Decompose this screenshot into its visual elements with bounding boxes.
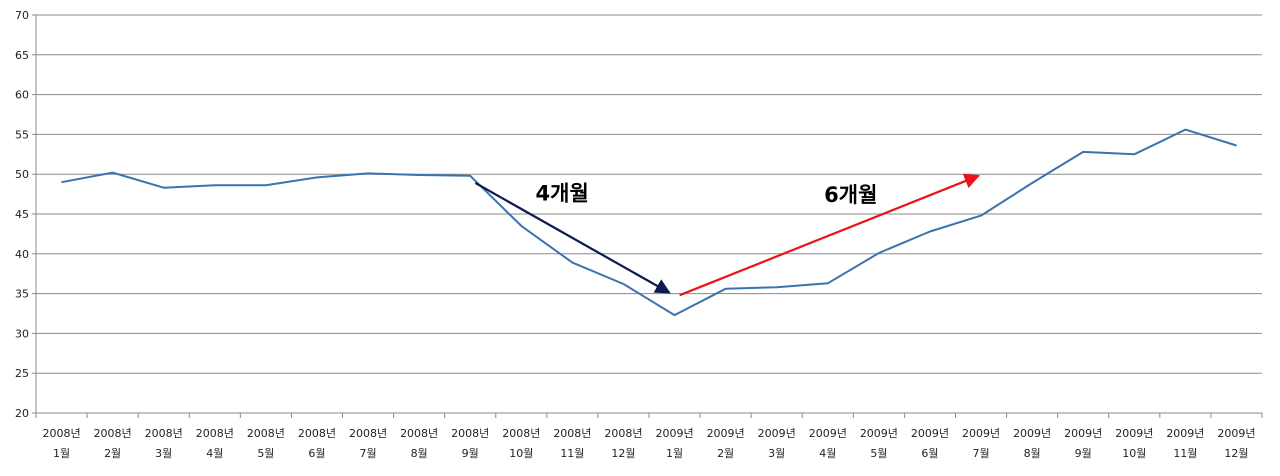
x-tick-label: 2008년 12월	[604, 427, 642, 460]
gridlines	[36, 14, 1262, 374]
x-tick-label: 2008년 7월	[349, 427, 387, 460]
x-tick-label: 2009년 7월	[962, 427, 1000, 460]
annotations: 4개월 6개월	[474, 173, 980, 297]
y-tick-labels: 20 25 30 35 40 45 50 55 60 65 70	[15, 9, 29, 420]
annotation-arrow	[474, 181, 671, 294]
y-tick-label: 35	[15, 288, 29, 301]
y-tick-label: 50	[15, 168, 29, 181]
y-tick-label: 60	[15, 89, 29, 102]
series	[61, 128, 1237, 317]
x-tick-label: 2009년 3월	[758, 427, 796, 460]
y-tick-label: 20	[15, 407, 29, 420]
x-tick-label: 2008년 4월	[196, 427, 234, 460]
x-tick-label: 2008년 9월	[451, 427, 489, 460]
x-tick-label: 2008년 3월	[145, 427, 183, 460]
x-tick-label: 2009년 2월	[707, 427, 745, 460]
x-tick-label: 2009년 5월	[860, 427, 898, 460]
annotation-label: 6개월	[824, 183, 877, 207]
y-tick-label: 55	[15, 128, 29, 141]
x-tick-label: 2008년 10월	[502, 427, 540, 460]
x-tick-label: 2009년 4월	[809, 427, 847, 460]
axes	[32, 14, 1263, 418]
y-tick-label: 25	[15, 367, 29, 380]
x-tick-label: 2009년 12월	[1217, 427, 1255, 460]
y-tick-label: 70	[15, 9, 29, 22]
x-tick-label: 2008년 1월	[42, 427, 80, 460]
x-tick-label: 2008년 8월	[400, 427, 438, 460]
annotation-arrow	[679, 173, 980, 297]
y-tick-label: 65	[15, 49, 29, 62]
x-tick-label: 2008년 5월	[247, 427, 285, 460]
x-tick-label: 2009년 1월	[655, 427, 693, 460]
y-tick-label: 30	[15, 327, 29, 340]
x-tick-label: 2008년 6월	[298, 427, 336, 460]
x-tick-label: 2009년 10월	[1115, 427, 1153, 460]
x-tick-label: 2008년 11월	[553, 427, 591, 460]
x-tick-label: 2009년 9월	[1064, 427, 1102, 460]
x-tick-label: 2009년 6월	[911, 427, 949, 460]
x-tick-label: 2009년 11월	[1166, 427, 1204, 460]
x-tick-labels: 2008년 1월 2008년 2월 2008년 3월 2008년 4월 2008년 5월 2008년…	[42, 427, 1255, 460]
x-tick-label: 2008년 2월	[94, 427, 132, 460]
y-tick-label: 40	[15, 248, 29, 261]
annotation-label: 4개월	[536, 181, 589, 205]
y-tick-label: 45	[15, 208, 29, 221]
x-tick-label: 2009년 8월	[1013, 427, 1051, 460]
series-line	[61, 128, 1237, 317]
